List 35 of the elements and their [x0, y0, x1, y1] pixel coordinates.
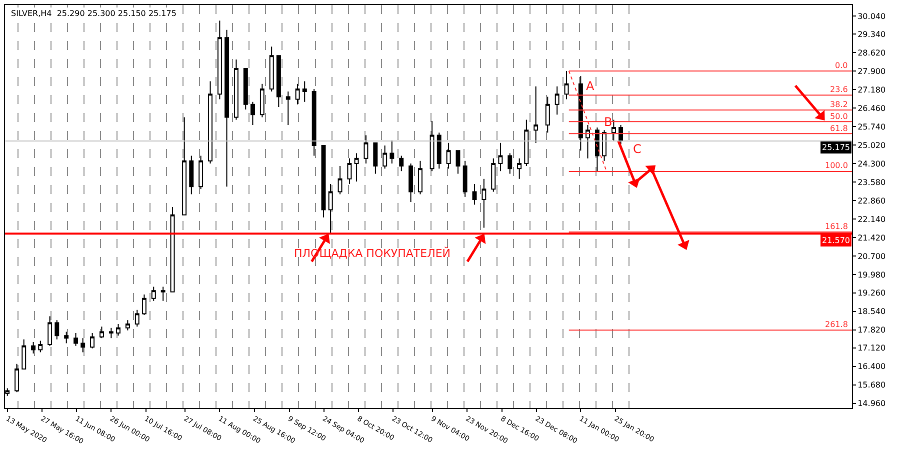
y-tick-label: 29.340: [858, 30, 886, 39]
series-label: 23.6: [830, 85, 848, 94]
annotation: A: [586, 79, 595, 93]
y-tick-label: 26.460: [858, 104, 886, 113]
y-tick-label: 24.300: [858, 159, 886, 168]
y-tick-label: 17.120: [858, 344, 886, 353]
series-label: 261.8: [825, 320, 848, 329]
series-label: 161.8: [825, 222, 848, 231]
y-tick-label: 27.900: [858, 66, 886, 76]
annotation: C: [633, 142, 642, 156]
series-label: 0.0: [835, 61, 848, 70]
y-tick-label: 14.960: [858, 399, 886, 408]
y-tick-label: 22.860: [858, 196, 886, 206]
y-tick-label: 25.740: [858, 122, 886, 132]
y-tick-label: 27.180: [858, 85, 886, 94]
y-tick-label: 15.680: [858, 380, 886, 390]
series-label: 61.8: [830, 124, 848, 133]
y-tick-label: 30.040: [858, 12, 886, 21]
y-tick-label: 21.420: [858, 233, 886, 242]
ref-line-label: 21.570: [822, 236, 850, 245]
y-tick-label: 19.260: [858, 288, 886, 298]
y-tick-label: 19.980: [858, 270, 886, 280]
y-tick-label: 17.820: [858, 326, 886, 335]
y-tick-label: 28.620: [858, 48, 886, 58]
series-label: 100.0: [825, 161, 848, 170]
text: SILVER,H4 25.290 25.300 25.150 25.175: [11, 9, 176, 18]
y-tick-label: 18.540: [858, 307, 886, 316]
ref-line-label: 25.175: [822, 143, 850, 152]
series-label: 38.2: [830, 100, 848, 109]
series-label: 50.0: [830, 112, 848, 121]
y-tick-label: 20.700: [858, 252, 886, 261]
y-tick-label: 23.580: [858, 178, 886, 187]
y-tick-label: 22.140: [858, 214, 886, 224]
y-tick-label: 25.020: [858, 140, 886, 150]
y-tick-label: 16.400: [858, 362, 886, 372]
